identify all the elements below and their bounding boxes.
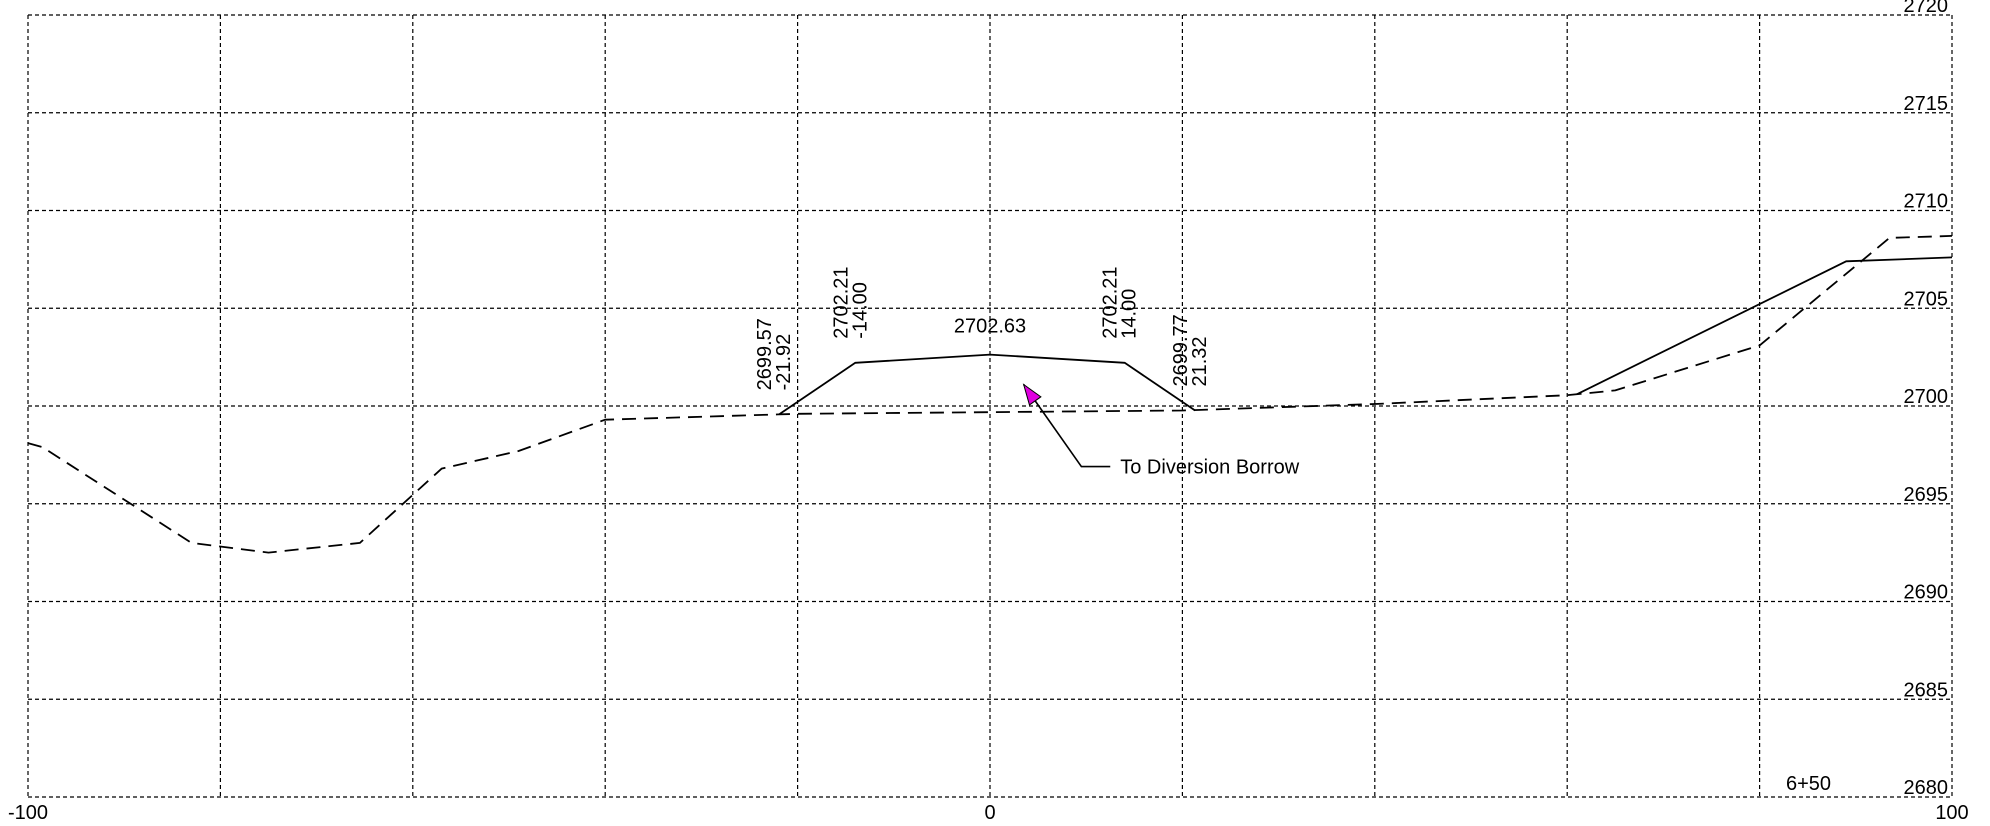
annotations: To Diversion Borrow [1022, 383, 1300, 479]
y-tick-label: 2700 [1904, 386, 1949, 408]
point-label-line: 2699.57 [754, 318, 776, 390]
y-tick-label: 2690 [1904, 582, 1949, 604]
point-label: 2702.21-14.00 [830, 266, 871, 338]
point-label-line: 2702.21 [1100, 266, 1122, 338]
point-label-line: 14.00 [1119, 289, 1141, 339]
design-section-line-1 [778, 353, 1196, 416]
existing-ground-line [27, 235, 1953, 554]
point-label: 2702.63 [954, 316, 1026, 338]
x-tick-label: -100 [8, 802, 48, 824]
y-tick-label: 2720 [1904, 0, 1949, 17]
station-label: 6+50 [1786, 773, 1831, 795]
y-tick-label: 2705 [1904, 288, 1949, 310]
point-label-line: 2699.77 [1170, 314, 1192, 386]
y-tick-label: 2715 [1904, 93, 1949, 115]
annotation-label: To Diversion Borrow [1120, 457, 1300, 479]
point-label-line: -21.92 [773, 334, 795, 391]
y-tick-label: 2680 [1904, 777, 1949, 799]
point-label-line: -14.00 [849, 282, 871, 339]
design-section-line-2 [1576, 256, 1953, 396]
grid [27, 14, 1953, 798]
arrowhead-icon [1022, 383, 1042, 406]
y-tick-label: 2710 [1904, 191, 1949, 213]
point-label-line: 21.32 [1189, 336, 1211, 386]
y-tick-label: 2695 [1904, 484, 1949, 506]
tick-labels: 2720 2715 2710 2705 2700 2695 2690 2685 2680 -100… [8, 0, 1969, 824]
leader-line [1023, 384, 1111, 468]
x-tick-label: 100 [1935, 802, 1968, 824]
point-label-line: 2702.21 [830, 266, 852, 338]
x-tick-label: 0 [984, 802, 995, 824]
profile-lines [27, 235, 1953, 554]
y-tick-label: 2685 [1904, 679, 1949, 701]
point-label: 2699.57-21.92 [754, 318, 795, 390]
